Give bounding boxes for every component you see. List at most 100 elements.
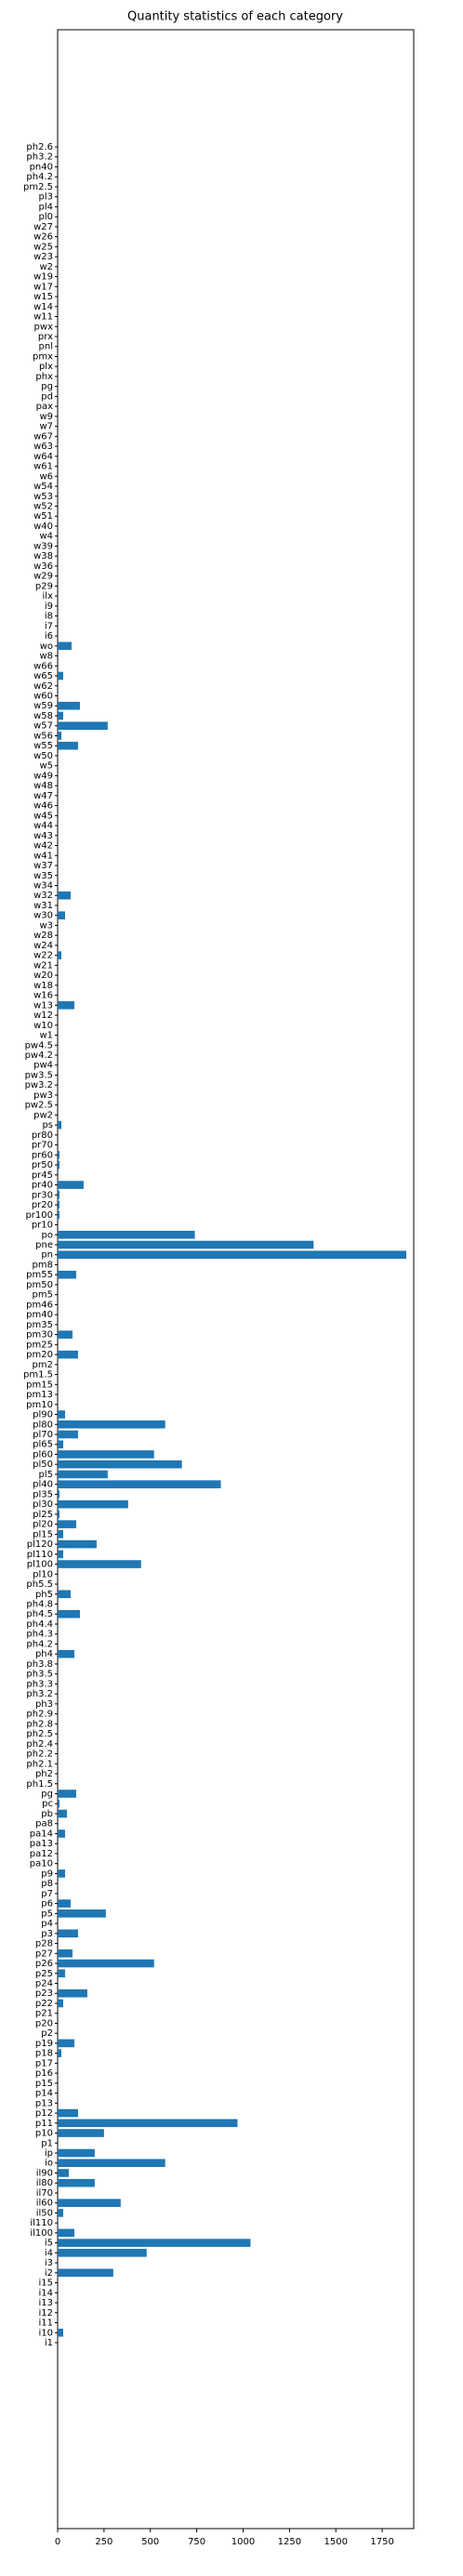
y-tick-label: w12 bbox=[33, 1011, 53, 1021]
bar bbox=[58, 1959, 154, 1968]
y-tick-label: w15 bbox=[33, 292, 53, 302]
y-tick-label: pl3 bbox=[39, 192, 54, 203]
y-tick-label: w35 bbox=[33, 871, 53, 881]
y-tick-label: w47 bbox=[33, 791, 53, 801]
y-tick-label: pn40 bbox=[30, 162, 53, 172]
y-tick-label: p18 bbox=[35, 2049, 53, 2059]
y-tick-label: il60 bbox=[36, 2199, 53, 2209]
bar bbox=[58, 1210, 60, 1220]
x-tick-label: 1250 bbox=[278, 2537, 301, 2547]
chart-title: Quantity statistics of each category bbox=[127, 10, 343, 24]
bar bbox=[58, 1809, 67, 1818]
bar bbox=[58, 1350, 78, 1359]
y-tick-label: p17 bbox=[35, 2058, 53, 2068]
y-tick-label: pn bbox=[41, 1250, 53, 1261]
y-tick-label: pd bbox=[41, 391, 53, 402]
bar bbox=[58, 2108, 78, 2118]
y-tick-label: w13 bbox=[33, 1000, 53, 1011]
y-tick-label: pwx bbox=[34, 322, 54, 332]
y-tick-label: pa14 bbox=[30, 1829, 53, 1839]
y-tick-label: pr80 bbox=[32, 1130, 53, 1141]
y-tick-label: i5 bbox=[45, 2239, 53, 2249]
y-tick-label: pw4 bbox=[33, 1061, 53, 1071]
y-tick-label: pm25 bbox=[26, 1340, 53, 1350]
y-tick-label: w17 bbox=[33, 282, 53, 292]
y-tick-label: p20 bbox=[35, 2018, 53, 2028]
y-tick-label: w39 bbox=[33, 541, 53, 551]
bar bbox=[58, 2129, 104, 2137]
y-tick-label: pm40 bbox=[26, 1310, 53, 1320]
y-tick-label: pw4.2 bbox=[25, 1050, 53, 1061]
bar bbox=[58, 2209, 63, 2217]
y-tick-label: w1 bbox=[39, 1031, 53, 1041]
bar bbox=[58, 1520, 76, 1528]
y-tick-label: w6 bbox=[39, 471, 53, 482]
y-tick-label: p4 bbox=[41, 1919, 53, 1929]
y-tick-label: pl0 bbox=[39, 212, 54, 222]
bar bbox=[58, 1909, 106, 1918]
y-tick-label: ph2.1 bbox=[26, 1759, 53, 1769]
y-tick-label: w27 bbox=[33, 222, 53, 232]
y-tick-label: pl40 bbox=[33, 1480, 53, 1490]
y-tick-label: i7 bbox=[45, 621, 53, 631]
y-tick-label: i8 bbox=[45, 612, 53, 622]
y-tick-label: p24 bbox=[35, 1978, 53, 1988]
y-tick-label: pm35 bbox=[26, 1320, 53, 1330]
y-tick-label: w67 bbox=[33, 431, 53, 442]
y-tick-label: w49 bbox=[33, 771, 53, 781]
x-tick-label: 500 bbox=[141, 2537, 159, 2547]
y-tick-label: ph3.5 bbox=[26, 1670, 53, 1680]
y-tick-label: il80 bbox=[36, 2178, 53, 2188]
bar bbox=[58, 2148, 95, 2158]
y-tick-label: pm5 bbox=[33, 1290, 53, 1301]
y-tick-label: ph4.5 bbox=[26, 1609, 53, 1619]
bar bbox=[58, 2119, 238, 2128]
y-tick-label: w21 bbox=[33, 960, 53, 971]
y-tick-label: w9 bbox=[39, 412, 53, 422]
y-tick-label: pr70 bbox=[32, 1141, 53, 1151]
y-tick-label: w23 bbox=[33, 252, 53, 262]
y-tick-label: ph2.6 bbox=[26, 142, 53, 152]
y-tick-label: pm46 bbox=[26, 1300, 53, 1310]
y-tick-label: i13 bbox=[38, 2298, 53, 2308]
y-tick-label: pr60 bbox=[32, 1150, 53, 1160]
y-tick-label: pr40 bbox=[32, 1181, 53, 1191]
y-tick-label: pa13 bbox=[30, 1839, 53, 1849]
y-tick-label: pr30 bbox=[32, 1190, 53, 1200]
y-tick-label: w66 bbox=[33, 661, 53, 671]
y-tick-label: pm13 bbox=[26, 1390, 53, 1400]
y-tick-label: pl80 bbox=[33, 1420, 53, 1430]
y-tick-label: p25 bbox=[35, 1969, 53, 1979]
y-tick-label: w31 bbox=[33, 901, 53, 911]
y-tick-label: ph2.4 bbox=[26, 1739, 53, 1750]
y-tick-label: p3 bbox=[41, 1929, 53, 1939]
bar bbox=[58, 1410, 65, 1419]
bar bbox=[58, 1240, 314, 1249]
y-tick-label: i10 bbox=[38, 2328, 53, 2338]
y-tick-label: i6 bbox=[45, 631, 53, 641]
bar bbox=[58, 1969, 65, 1978]
y-tick-label: ilx bbox=[43, 591, 54, 601]
y-tick-label: ph1.5 bbox=[26, 1779, 53, 1790]
y-tick-label: ph4.2 bbox=[26, 172, 53, 182]
y-tick-label: pa8 bbox=[35, 1819, 53, 1830]
y-tick-label: pl60 bbox=[33, 1449, 53, 1460]
y-tick-label: w3 bbox=[39, 920, 53, 931]
y-tick-label: w60 bbox=[33, 692, 53, 702]
bar bbox=[58, 1120, 61, 1129]
bar bbox=[58, 1420, 165, 1429]
bar bbox=[58, 1440, 63, 1449]
bar bbox=[58, 1550, 63, 1559]
y-tick-label: pax bbox=[36, 402, 53, 412]
bar bbox=[58, 1999, 63, 2008]
y-tick-label: plx bbox=[39, 362, 53, 372]
y-tick-label: p14 bbox=[35, 2089, 53, 2099]
y-tick-label: w43 bbox=[33, 831, 53, 841]
y-tick-label: ph3.2 bbox=[26, 152, 53, 163]
y-tick-label: w44 bbox=[33, 821, 53, 831]
y-tick-label: w46 bbox=[33, 801, 53, 812]
bar bbox=[58, 2249, 147, 2257]
bar bbox=[58, 1230, 195, 1239]
y-tick-label: w61 bbox=[33, 462, 53, 472]
